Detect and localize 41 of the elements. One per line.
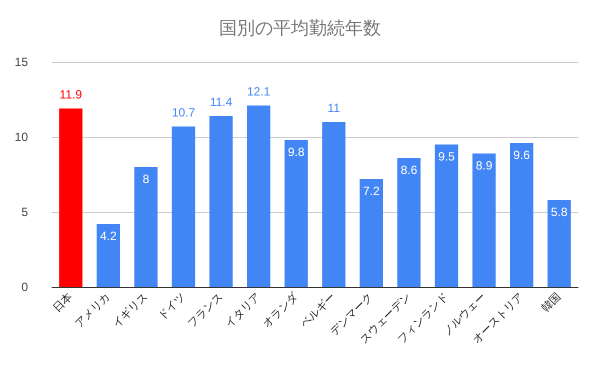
data-label: 9.8 — [288, 145, 305, 159]
y-tick-label: 0 — [21, 280, 28, 294]
y-tick-label: 10 — [14, 130, 28, 144]
x-tick-label: イギリス — [110, 290, 150, 330]
bar — [96, 224, 120, 287]
data-label: 8 — [142, 172, 150, 186]
bar — [284, 140, 308, 287]
data-label: 10.7 — [172, 106, 196, 120]
data-label: 9.5 — [438, 150, 456, 164]
data-label: 12.1 — [246, 84, 271, 98]
data-label: 11.9 — [60, 88, 82, 102]
data-label: 8.9 — [476, 158, 493, 172]
bar — [510, 143, 534, 287]
bar — [209, 116, 233, 287]
x-tick-label: 日本 — [50, 290, 76, 315]
bar — [172, 126, 196, 287]
bar — [360, 179, 384, 287]
bar — [246, 106, 270, 287]
y-tick-label: 15 — [14, 55, 28, 69]
data-label: 7.2 — [363, 184, 380, 198]
bar — [397, 158, 421, 287]
x-tick-label: イタリア — [223, 290, 263, 330]
data-label: 11 — [328, 101, 340, 115]
bar — [322, 122, 346, 287]
x-tick-label: ドイツ — [156, 290, 188, 323]
data-label: 9.6 — [513, 148, 530, 162]
data-label: 8.6 — [400, 163, 418, 177]
bar — [134, 167, 158, 287]
chart-title: 国別の平均勤続年数 — [219, 18, 381, 38]
data-label: 4.2 — [100, 229, 118, 243]
x-tick-label: オランダ — [260, 290, 302, 330]
bar — [434, 144, 458, 287]
x-tick-label: 韓国 — [538, 290, 564, 315]
bar — [472, 154, 496, 287]
bar — [548, 200, 571, 287]
data-label: 5.8 — [550, 205, 568, 219]
x-tick-label: アメリカ — [73, 290, 113, 330]
bar — [59, 108, 82, 287]
data-label: 11.4 — [210, 95, 233, 109]
x-tick-label: フランス — [186, 290, 226, 330]
y-tick-label: 5 — [21, 205, 28, 219]
